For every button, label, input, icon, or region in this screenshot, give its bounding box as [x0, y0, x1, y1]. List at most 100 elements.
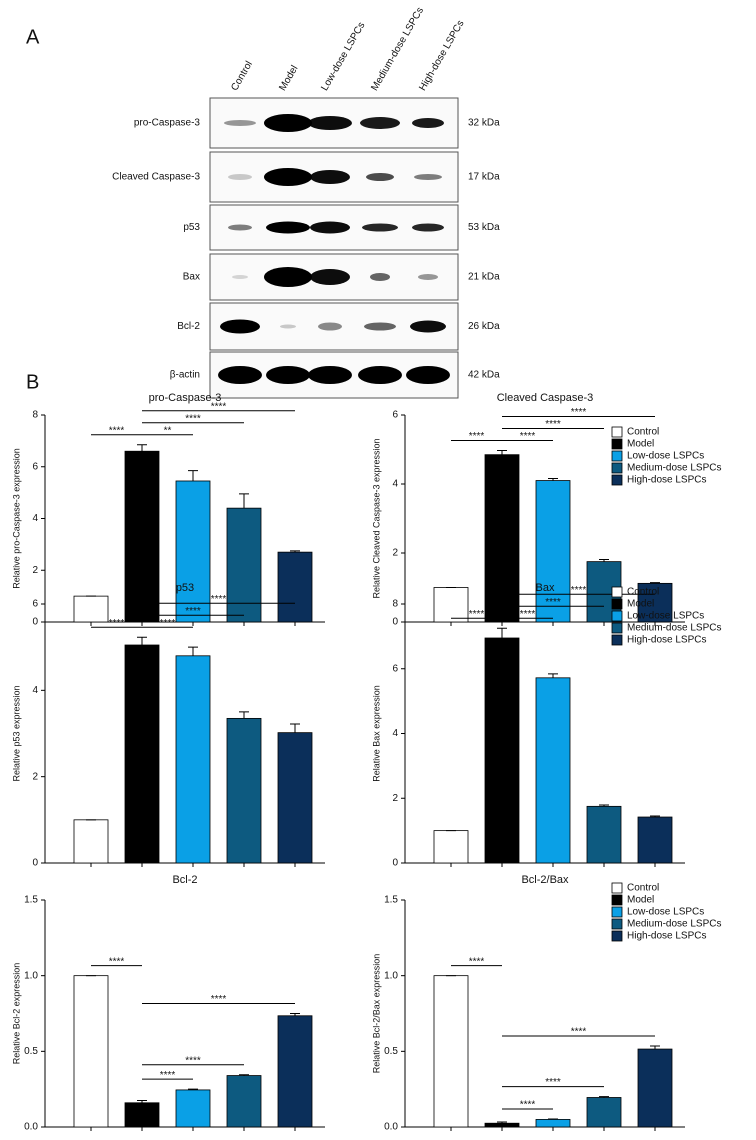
bar	[637, 582, 673, 623]
significance-label: ****	[545, 597, 561, 608]
lane-label: Model	[277, 64, 300, 93]
error-bar	[599, 804, 609, 807]
legend-swatch	[611, 610, 623, 622]
band	[366, 173, 394, 181]
legend-label: Model	[627, 439, 654, 450]
legend-label: Control	[627, 587, 659, 598]
protein-label: Bcl-2	[177, 321, 200, 332]
y-tick-label: 0.5	[384, 1046, 398, 1057]
lane-label: Low-dose LSPCs	[319, 20, 367, 92]
bar	[175, 480, 211, 623]
y-tick-label: 6	[392, 410, 398, 421]
band	[310, 221, 350, 234]
error-bar	[188, 470, 198, 481]
protein-label: Cleaved Caspase-3	[112, 172, 200, 183]
y-axis-label: Relative p53 expression	[11, 685, 21, 781]
significance-label: ****	[185, 1055, 201, 1066]
band	[280, 324, 296, 329]
bar	[175, 655, 211, 864]
band	[266, 366, 310, 384]
chart-title: Bcl-2/Bax	[521, 874, 569, 886]
significance-label: ****	[545, 1077, 561, 1088]
bar	[175, 1089, 211, 1128]
protein-label: β-actin	[170, 370, 200, 381]
significance-label: ****	[211, 994, 227, 1005]
band	[228, 224, 252, 231]
error-bar	[650, 582, 660, 584]
significance-label: ****	[520, 609, 536, 620]
error-bar	[188, 646, 198, 656]
lane-label: Control	[229, 59, 255, 92]
legend-swatch	[611, 426, 623, 438]
significance-label: ****	[520, 1100, 536, 1111]
band	[318, 322, 342, 331]
significance-label: ****	[160, 1070, 176, 1081]
bar	[124, 644, 160, 864]
bar	[277, 732, 313, 864]
significance-label: ****	[469, 609, 485, 620]
band	[308, 116, 352, 130]
error-bar	[548, 673, 558, 678]
band	[264, 267, 312, 287]
significance-label: ****	[571, 407, 587, 418]
chart-title: p53	[176, 582, 194, 594]
significance-label: ****	[109, 956, 125, 967]
bar	[73, 819, 109, 864]
y-tick-label: 2	[392, 548, 398, 559]
legend-swatch	[611, 462, 623, 474]
legend-label: Low-dose LSPCs	[627, 451, 704, 462]
bar	[484, 454, 520, 623]
legend-label: Medium-dose LSPCs	[627, 463, 721, 474]
legend-label: High-dose LSPCs	[627, 931, 706, 942]
panel-label: A	[26, 26, 40, 48]
bar	[535, 677, 571, 864]
error-bar	[650, 815, 660, 818]
bar	[586, 1097, 622, 1128]
y-axis-label: Relative Bax expression	[371, 685, 381, 782]
y-axis-label: Relative Bcl-2/Bax expression	[371, 954, 381, 1074]
error-bar	[239, 711, 249, 719]
lane-label: Medium-dose LSPCs	[369, 5, 426, 92]
y-tick-label: 0	[392, 858, 398, 869]
band	[412, 223, 444, 232]
protein-label: Bax	[183, 272, 200, 283]
legend-label: Model	[627, 599, 654, 610]
error-bar	[290, 723, 300, 733]
legend-label: High-dose LSPCs	[627, 475, 706, 486]
bar	[124, 1102, 160, 1128]
legend-label: Low-dose LSPCs	[627, 907, 704, 918]
chart-title: Cleaved Caspase-3	[497, 392, 594, 404]
error-bar	[497, 1121, 507, 1124]
y-tick-label: 0	[32, 617, 38, 628]
band	[418, 274, 438, 280]
error-bar	[599, 559, 609, 562]
error-bar	[137, 444, 147, 452]
error-bar	[188, 1088, 198, 1090]
legend-swatch	[611, 622, 623, 634]
legend-swatch	[611, 586, 623, 598]
legend-label: High-dose LSPCs	[627, 635, 706, 646]
y-tick-label: 0.0	[24, 1122, 38, 1133]
significance-label: ****	[545, 419, 561, 430]
band	[370, 273, 390, 281]
band	[264, 114, 312, 132]
legend-label: Low-dose LSPCs	[627, 611, 704, 622]
bar	[637, 816, 673, 864]
y-tick-label: 4	[32, 685, 38, 696]
significance-label: ****	[571, 585, 587, 596]
y-tick-label: 2	[32, 565, 38, 576]
error-bar	[239, 1074, 249, 1076]
bar	[586, 805, 622, 864]
legend-label: Model	[627, 895, 654, 906]
bar	[433, 830, 469, 864]
legend-swatch	[611, 438, 623, 450]
y-tick-label: 0	[392, 617, 398, 628]
legend-label: Control	[627, 883, 659, 894]
band	[266, 221, 310, 234]
band	[228, 174, 252, 180]
y-axis-label: Relative Cleaved Caspase-3 expression	[371, 438, 381, 598]
legend-swatch	[611, 930, 623, 942]
bar	[484, 1122, 520, 1128]
y-tick-label: 1.5	[24, 895, 38, 906]
